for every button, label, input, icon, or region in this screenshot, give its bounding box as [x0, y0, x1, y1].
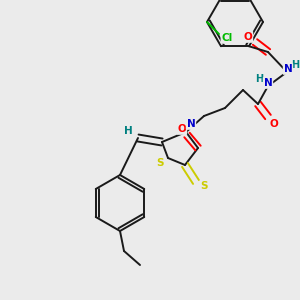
Text: N: N [264, 78, 272, 88]
Text: N: N [284, 64, 292, 74]
Text: H: H [291, 60, 299, 70]
Text: H: H [124, 126, 132, 136]
Text: Cl: Cl [221, 33, 233, 43]
Text: S: S [200, 181, 208, 191]
Text: H: H [255, 74, 263, 84]
Text: O: O [244, 32, 252, 42]
Text: O: O [178, 124, 186, 134]
Text: O: O [270, 119, 278, 129]
Text: S: S [156, 158, 164, 168]
Text: N: N [187, 119, 195, 129]
